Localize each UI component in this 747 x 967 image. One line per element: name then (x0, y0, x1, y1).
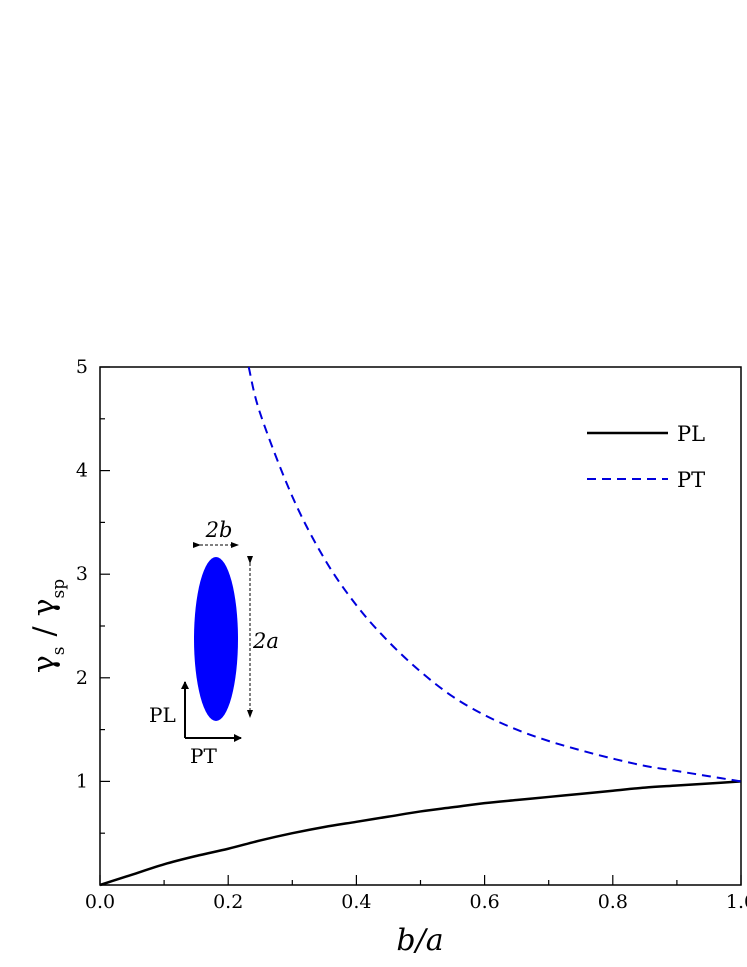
width-label: 2b (205, 518, 233, 542)
x-tick-label: 0.2 (213, 891, 243, 913)
y-tick-label: 5 (76, 356, 88, 378)
y-axis-label-gamma-2: γ (27, 598, 62, 616)
legend-label-pt: PT (677, 468, 705, 492)
y-axis-label-sub-s: s (49, 646, 69, 655)
x-tick-label: 0.8 (598, 891, 628, 913)
series-layer (99, 366, 742, 887)
inset-schematic: 2b 2a PL PT (149, 518, 279, 768)
legend-label-pl: PL (677, 422, 705, 446)
y-axis-label-gamma: γ (27, 655, 62, 673)
series-line-pt (247, 366, 742, 783)
x-tick-label: 0.6 (469, 891, 499, 913)
x-axis-tick-labels: 0.0 0.2 0.4 0.6 0.8 1.0 (85, 891, 747, 913)
svg-text:γs/γsp: γs/γsp (27, 579, 69, 673)
y-axis-label-sub-sp: sp (49, 579, 69, 599)
y-axis-label-slash: / (27, 625, 62, 636)
y-axis-label: γs/γsp (27, 579, 69, 673)
ellipse-particle (194, 557, 238, 721)
legend: PL PT (587, 422, 705, 492)
x-tick-label: 0.4 (341, 891, 371, 913)
x-tick-label: 0.0 (85, 891, 115, 913)
y-tick-label: 4 (76, 460, 88, 482)
y-tick-label: 3 (76, 563, 88, 585)
x-axis-label: b/a (396, 923, 443, 958)
pl-arrow-label: PL (149, 703, 176, 727)
y-tick-label: 1 (76, 770, 88, 792)
y-axis-tick-labels: 1 2 3 4 5 (76, 356, 88, 792)
x-axis-ticks (99, 875, 742, 885)
y-axis-ticks (100, 366, 110, 886)
pt-arrow-label: PT (190, 744, 217, 768)
y-tick-label: 2 (76, 667, 88, 689)
x-tick-label: 1.0 (726, 891, 747, 913)
series-line-pl (99, 780, 742, 887)
height-label: 2a (252, 629, 279, 653)
